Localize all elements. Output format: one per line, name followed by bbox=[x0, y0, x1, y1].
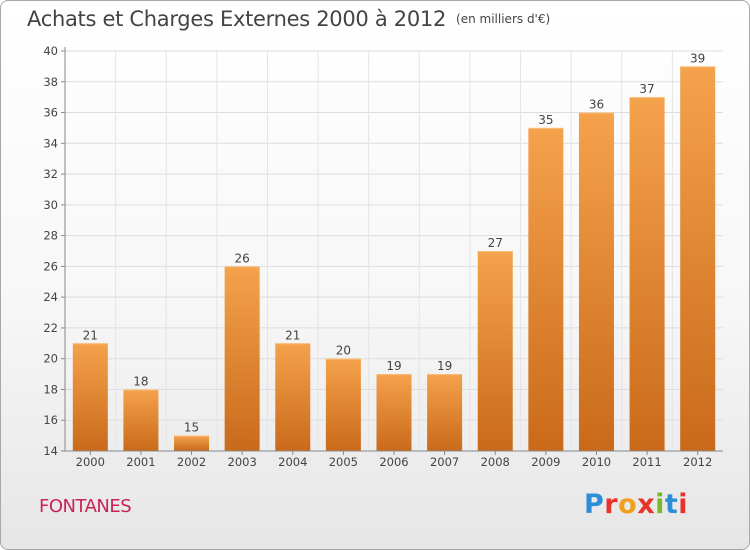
y-tick-label: 22 bbox=[43, 321, 58, 335]
y-tick-label: 24 bbox=[43, 290, 58, 304]
bar bbox=[325, 358, 361, 451]
axes bbox=[61, 47, 723, 455]
x-tick-label: 2001 bbox=[126, 455, 155, 469]
bar-value-label: 19 bbox=[386, 359, 401, 373]
bar-value-label: 35 bbox=[538, 113, 553, 127]
y-tick-label: 34 bbox=[43, 136, 58, 150]
logo-letter: r bbox=[604, 489, 619, 520]
x-tick-label: 2010 bbox=[582, 455, 611, 469]
proxiti-logo[interactable]: Proxiti bbox=[584, 489, 688, 520]
bar-value-label: 15 bbox=[184, 421, 199, 435]
logo-letter: i bbox=[678, 489, 689, 520]
city-name: FONTANES bbox=[39, 496, 132, 517]
x-tick-label: 2002 bbox=[177, 455, 206, 469]
bar-value-label: 21 bbox=[285, 328, 300, 342]
bar-value-label: 19 bbox=[437, 359, 452, 373]
bar bbox=[629, 97, 665, 452]
bar bbox=[123, 389, 159, 451]
y-tick-label: 40 bbox=[43, 44, 58, 58]
x-tick-label: 2004 bbox=[278, 455, 307, 469]
chart-title-text: Achats et Charges Externes 2000 à 2012 bbox=[27, 7, 447, 31]
x-tick-label: 2008 bbox=[481, 455, 510, 469]
labels: 14 16 18 20 22 24 26 28 30 32 34 36 38 40 21 2000 18 2001… bbox=[43, 44, 712, 469]
y-tick-label: 32 bbox=[43, 167, 58, 181]
x-tick-label: 2009 bbox=[531, 455, 560, 469]
x-tick-label: 2005 bbox=[329, 455, 358, 469]
y-tick-label: 30 bbox=[43, 198, 58, 212]
bar-value-label: 39 bbox=[690, 51, 705, 65]
bar-value-label: 20 bbox=[336, 344, 351, 358]
y-tick-label: 28 bbox=[43, 229, 58, 243]
bar bbox=[578, 112, 614, 452]
logo-letter: x bbox=[637, 489, 656, 520]
bar bbox=[680, 66, 716, 451]
chart-title: Achats et Charges Externes 2000 à 2012 (e… bbox=[27, 7, 550, 31]
y-tick-label: 38 bbox=[43, 75, 58, 89]
x-tick-label: 2007 bbox=[430, 455, 459, 469]
bar bbox=[477, 251, 513, 451]
bar bbox=[376, 374, 412, 451]
bar-value-label: 21 bbox=[83, 328, 98, 342]
y-tick-label: 16 bbox=[43, 413, 58, 427]
y-tick-label: 14 bbox=[43, 444, 58, 458]
bar-value-label: 36 bbox=[589, 98, 604, 112]
logo-letter: P bbox=[584, 489, 605, 520]
bars bbox=[72, 66, 716, 452]
x-tick-label: 2000 bbox=[76, 455, 105, 469]
logo-letter: t bbox=[664, 489, 679, 520]
bar-value-label: 27 bbox=[488, 236, 503, 250]
x-tick-label: 2011 bbox=[632, 455, 661, 469]
x-tick-label: 2012 bbox=[683, 455, 712, 469]
logo-letter: i bbox=[655, 489, 665, 520]
bar bbox=[275, 343, 311, 451]
chart-unit: (en milliers d'€) bbox=[456, 12, 551, 26]
y-tick-label: 20 bbox=[43, 352, 58, 366]
bar bbox=[72, 343, 108, 451]
bar-value-label: 26 bbox=[235, 251, 250, 265]
x-tick-label: 2006 bbox=[379, 455, 408, 469]
y-tick-label: 36 bbox=[43, 106, 58, 120]
bar-value-label: 18 bbox=[133, 374, 148, 388]
bar bbox=[224, 266, 260, 451]
logo-letter: o bbox=[618, 489, 638, 520]
y-tick-label: 18 bbox=[43, 382, 58, 396]
bar bbox=[528, 127, 564, 451]
bar bbox=[174, 435, 210, 451]
x-tick-label: 2003 bbox=[228, 455, 257, 469]
bar-value-label: 37 bbox=[639, 82, 654, 96]
bar bbox=[427, 374, 463, 451]
y-tick-label: 26 bbox=[43, 259, 58, 273]
